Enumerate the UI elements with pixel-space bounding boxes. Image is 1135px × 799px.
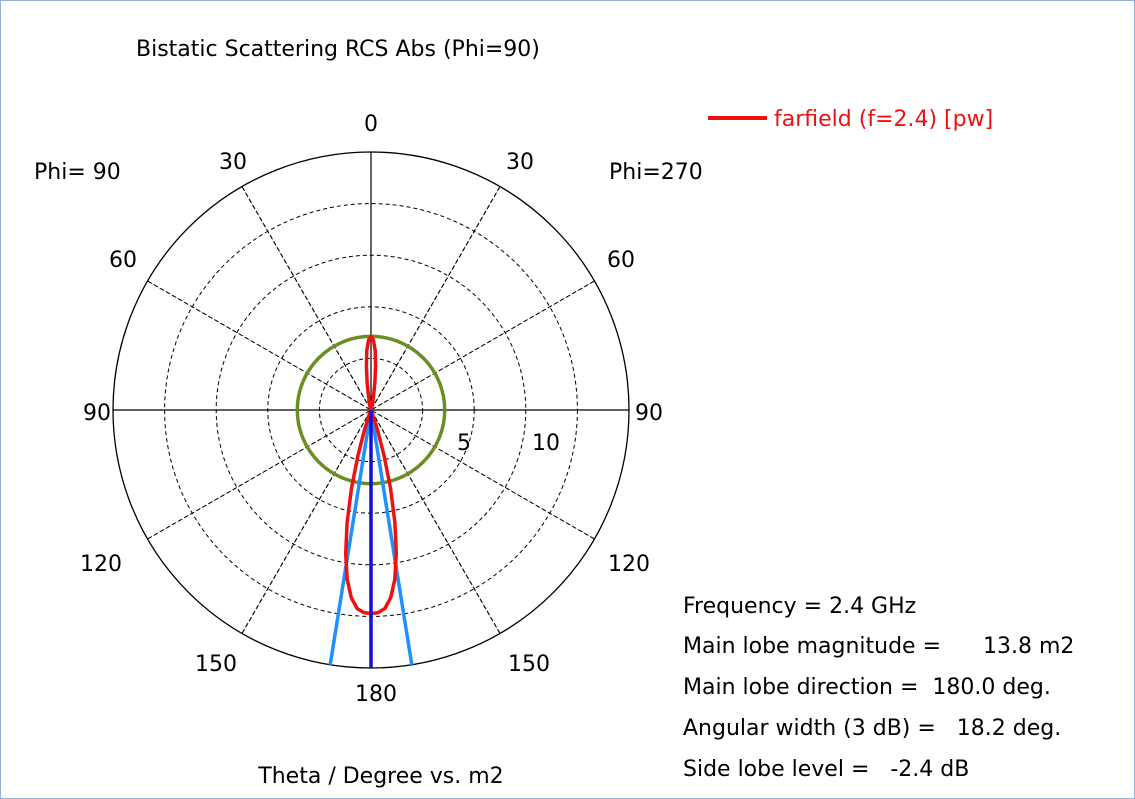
phi-left-label: Phi= 90 xyxy=(34,160,121,185)
tick-150-left: 150 xyxy=(195,652,237,677)
series-point-8 xyxy=(371,405,373,407)
info-side-lobe-level: Side lobe level = -2.4 dB xyxy=(683,757,969,782)
radial-tick-5: 5 xyxy=(457,431,471,456)
info-main-lobe-magnitude: Main lobe magnitude = 13.8 m2 xyxy=(683,634,1074,659)
tick-150-right: 150 xyxy=(508,652,550,677)
series-point-24 xyxy=(377,612,379,614)
grid-spoke-120 xyxy=(147,280,595,540)
tick-90-right: 90 xyxy=(635,401,663,426)
series-point-21 xyxy=(394,578,396,580)
info-angular-width: Angular width (3 dB) = 18.2 deg. xyxy=(683,716,1061,741)
series-point-6 xyxy=(371,403,373,405)
radial-tick-10: 10 xyxy=(532,431,560,456)
info-main-lobe-direction: Main lobe direction = 180.0 deg. xyxy=(683,675,1051,700)
series-point-2 xyxy=(374,349,376,351)
series-point-18 xyxy=(390,488,392,490)
series-point-5 xyxy=(373,394,375,396)
tick-0: 0 xyxy=(364,112,378,137)
series-point-3 xyxy=(375,365,377,367)
tick-90-left: 90 xyxy=(83,401,111,426)
series-point-1 xyxy=(372,339,374,341)
legend-label: farfield (f=2.4) [pw] xyxy=(774,107,993,132)
tick-30-left: 30 xyxy=(219,150,247,175)
tick-180: 180 xyxy=(355,682,397,707)
series-point-22 xyxy=(390,597,392,599)
legend: farfield (f=2.4) [pw] xyxy=(708,107,993,132)
series-point-19 xyxy=(394,521,396,523)
series-point-16 xyxy=(377,430,379,432)
series-point-4 xyxy=(374,381,376,383)
info-panel: Frequency = 2.4 GHz Main lobe magnitude … xyxy=(683,594,1074,782)
tick-60-left: 60 xyxy=(109,248,137,273)
angle-tick-labels: 0 30 30 60 60 90 90 120 120 150 150 180 xyxy=(80,112,663,707)
chart-title: Bistatic Scattering RCS Abs (Phi=90) xyxy=(136,37,540,62)
grid-spoke-150 xyxy=(241,186,501,634)
series-point-20 xyxy=(395,553,397,555)
width-line-left xyxy=(328,409,373,666)
grid-spoke-60-mirror xyxy=(147,280,595,540)
series-point-23 xyxy=(384,608,386,610)
series-point-0 xyxy=(370,335,372,337)
x-axis-label: Theta / Degree vs. m2 xyxy=(257,764,503,789)
phi-right-label: Phi=270 xyxy=(609,160,703,185)
series-point-17 xyxy=(383,454,385,456)
tick-120-right: 120 xyxy=(608,552,650,577)
series-point-9 xyxy=(371,408,373,410)
width-line-right xyxy=(369,409,414,666)
info-frequency: Frequency = 2.4 GHz xyxy=(683,594,916,619)
tick-30-right: 30 xyxy=(506,150,534,175)
series-point-15 xyxy=(373,416,375,418)
series-point-7 xyxy=(372,400,374,402)
tick-60-right: 60 xyxy=(607,248,635,273)
data-layer xyxy=(295,334,447,668)
tick-120-left: 120 xyxy=(80,552,122,577)
grid-spoke-30-mirror xyxy=(241,186,501,634)
